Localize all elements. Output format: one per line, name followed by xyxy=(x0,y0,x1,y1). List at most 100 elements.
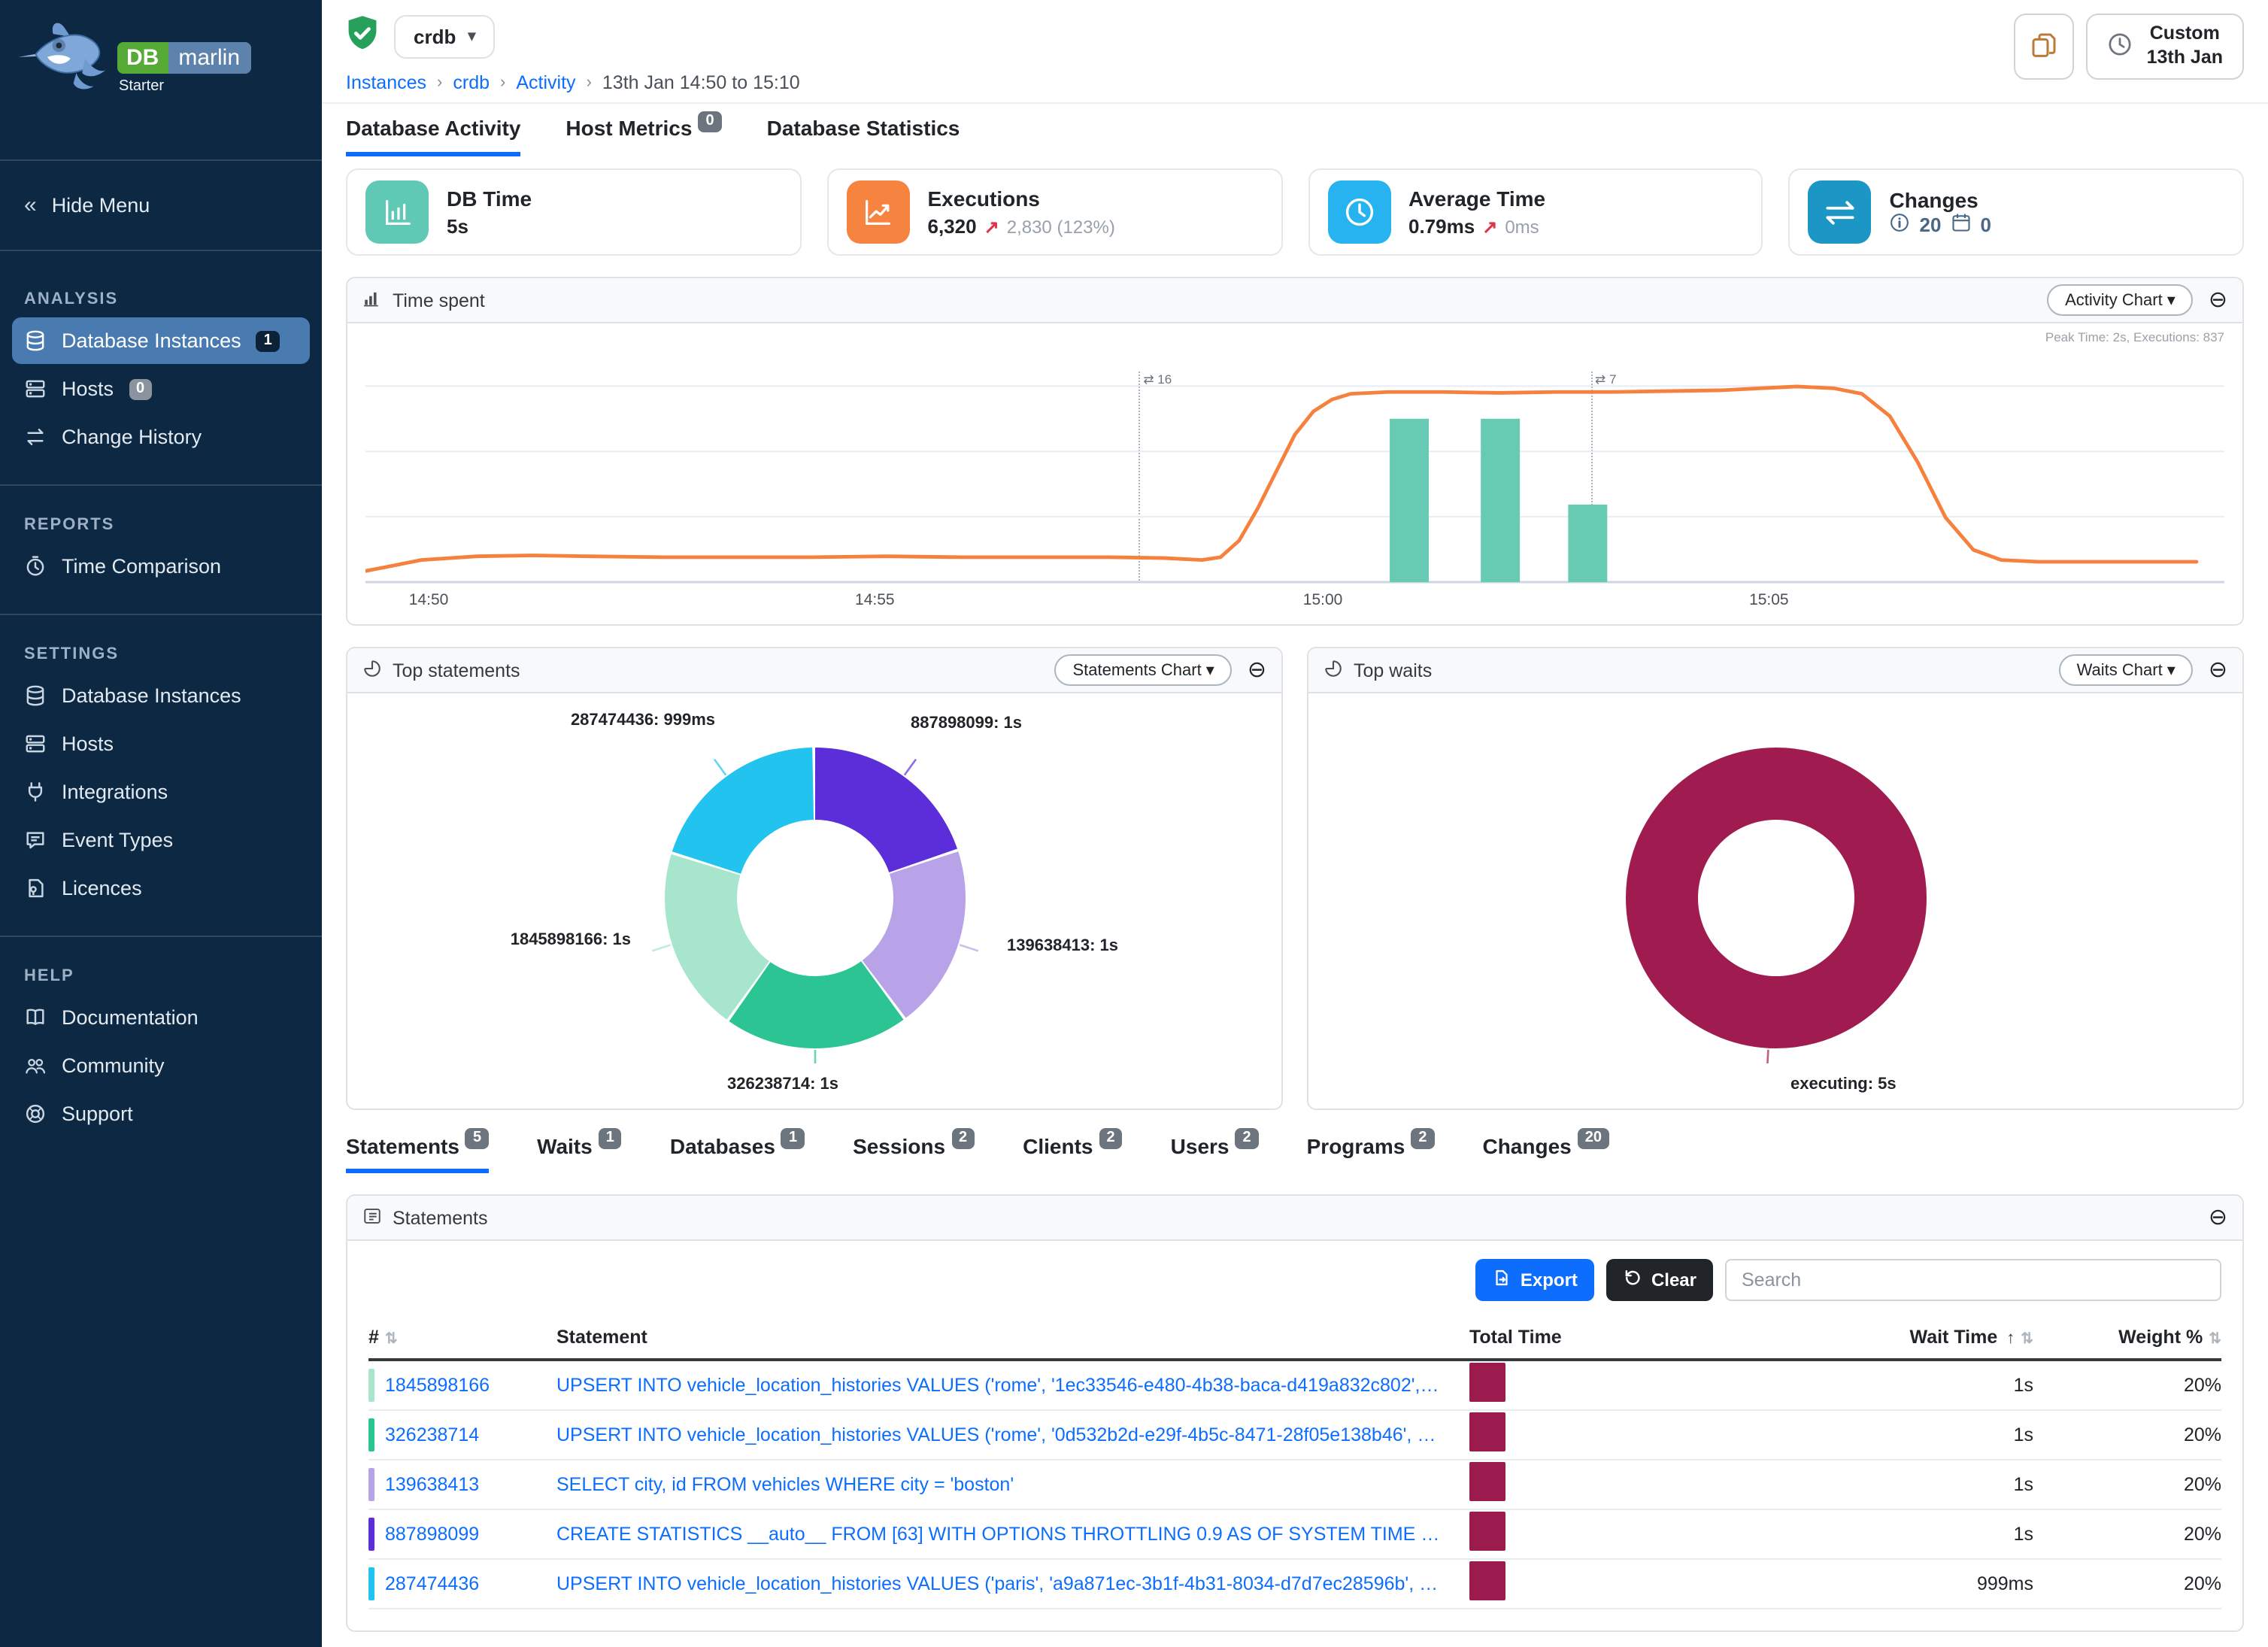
sidebar-item-label: Database Instances xyxy=(62,684,241,707)
time-spent-panel: Time spent Activity Chart ▾ ⊖ Peak Time:… xyxy=(346,277,2244,626)
change-marker-line[interactable]: ⇄ 7 xyxy=(1590,372,1616,581)
col-total-time[interactable]: Total Time xyxy=(1469,1327,1562,1348)
logo[interactable]: DB marlin Starter xyxy=(0,0,322,150)
sidebar-nav: ANALYSIS Database Instances 1 Hosts 0 Change … xyxy=(0,260,322,1139)
sidebar: DB marlin Starter « Hide Menu ANALYSIS Da… xyxy=(0,0,322,1647)
breadcrumb-activity[interactable]: Activity xyxy=(516,72,576,93)
wait-time-value: 1s xyxy=(2013,1474,2033,1495)
statement-row: 139638413 SELECT city, id FROM vehicles W… xyxy=(368,1460,2221,1510)
tab-label: Waits xyxy=(537,1134,593,1158)
export-button[interactable]: Export xyxy=(1475,1259,1594,1301)
statement-row: 287474436 UPSERT INTO vehicle_location_hi… xyxy=(368,1560,2221,1609)
statement-id-link[interactable]: 1845898166 xyxy=(385,1375,490,1396)
detail-tab-statements[interactable]: Statements 5 xyxy=(346,1128,490,1173)
col-wait-time[interactable]: Wait Time ↑ ⇅ xyxy=(1909,1327,2033,1348)
donut-chart[interactable] xyxy=(649,733,980,1063)
tab-database-statistics[interactable]: Database Statistics xyxy=(767,116,960,156)
sidebar-item-label: Change History xyxy=(62,426,202,448)
topbar: crdb ▾ Instances › crdb › Activity › 13th Jan … xyxy=(322,0,2268,104)
detail-tab-users[interactable]: Users 2 xyxy=(1171,1128,1259,1173)
top-waits-donut: executing: 5s xyxy=(1308,693,2242,1109)
detail-tab-changes[interactable]: Changes 20 xyxy=(1482,1128,1609,1173)
count-badge: 1 xyxy=(256,330,280,351)
donut-chart[interactable] xyxy=(1610,733,1941,1063)
wait-time-value: 1s xyxy=(2013,1375,2033,1396)
card-db-time: DB Time 5s xyxy=(346,168,802,256)
detail-tab-clients[interactable]: Clients 2 xyxy=(1023,1128,1123,1173)
col-statement[interactable]: Statement xyxy=(556,1327,647,1348)
count-badge: 2 xyxy=(1411,1128,1435,1149)
tab-database-activity[interactable]: Database Activity xyxy=(346,116,521,156)
sidebar-item-event-types[interactable]: Event Types xyxy=(12,817,310,863)
time-range-button[interactable]: Custom 13th Jan xyxy=(2086,14,2244,80)
clear-button[interactable]: Clear xyxy=(1605,1259,1713,1301)
statement-sql-link[interactable]: SELECT city, id FROM vehicles WHERE city… xyxy=(556,1474,1014,1495)
statement-sql-link[interactable]: UPSERT INTO vehicle_location_histories V… xyxy=(556,1424,1469,1445)
list-icon xyxy=(362,1206,382,1230)
sidebar-item-integrations[interactable]: Integrations xyxy=(12,769,310,815)
statement-row: 887898099 CREATE STATISTICS __auto__ FROM… xyxy=(368,1510,2221,1560)
statement-sql-link[interactable]: CREATE STATISTICS __auto__ FROM [63] WIT… xyxy=(556,1524,1465,1545)
tab-label: Database Statistics xyxy=(766,116,960,140)
collapse-panel-icon[interactable]: ⊖ xyxy=(2208,1205,2227,1230)
tab-label: Databases xyxy=(669,1134,775,1158)
waits-chart-dropdown[interactable]: Waits Chart ▾ xyxy=(2058,654,2194,686)
sidebar-item-community[interactable]: Community xyxy=(12,1042,310,1089)
count-badge: 5 xyxy=(465,1128,490,1149)
sidebar-item-time-comparison[interactable]: Time Comparison xyxy=(12,543,310,590)
sidebar-item-label: Integrations xyxy=(62,781,168,803)
statement-id-link[interactable]: 287474436 xyxy=(385,1573,480,1594)
statements-table: # ⇅ Statement Total Time Wait Time ↑ ⇅ Weight %… xyxy=(347,1316,2242,1630)
instance-selector[interactable]: crdb ▾ xyxy=(394,15,496,59)
change-marker-line[interactable]: ⇄ 16 xyxy=(1139,372,1172,581)
sidebar-item-database-instances[interactable]: Database Instances 1 xyxy=(12,317,310,364)
hide-menu-button[interactable]: « Hide Menu xyxy=(12,182,310,229)
sidebar-item-hosts[interactable]: Hosts xyxy=(12,720,310,767)
card-value: 6,320 xyxy=(927,215,977,238)
breadcrumb-separator: › xyxy=(437,74,443,92)
detail-tab-sessions[interactable]: Sessions 2 xyxy=(853,1128,975,1173)
detail-tab-waits[interactable]: Waits 1 xyxy=(537,1128,622,1173)
detail-tab-programs[interactable]: Programs 2 xyxy=(1307,1128,1435,1173)
x-tick-label: 15:00 xyxy=(1302,591,1343,609)
main-content: crdb ▾ Instances › crdb › Activity › 13th Jan … xyxy=(322,0,2268,1647)
wait-time-value: 1s xyxy=(2013,1524,2033,1545)
collapse-panel-icon[interactable]: ⊖ xyxy=(1247,657,1266,683)
peak-note: Peak Time: 2s, Executions: 837 xyxy=(2045,329,2224,344)
x-tick-label: 14:55 xyxy=(855,591,895,609)
col-id[interactable]: # ⇅ xyxy=(368,1327,398,1348)
breadcrumb-crdb[interactable]: crdb xyxy=(453,72,490,93)
section-title-analysis: ANALYSIS xyxy=(24,290,119,308)
card-executions: Executions 6,320 ↗ 2,830 (123%) xyxy=(826,168,1282,256)
statement-sql-link[interactable]: UPSERT INTO vehicle_location_histories V… xyxy=(556,1573,1469,1594)
statements-panel: Statements ⊖ Export Clear xyxy=(346,1194,2244,1632)
col-weight[interactable]: Weight % ⇅ xyxy=(2118,1327,2221,1348)
donut-segment-label: executing: 5s xyxy=(1790,1075,1897,1093)
sidebar-item-hosts[interactable]: Hosts 0 xyxy=(12,365,310,412)
search-input[interactable] xyxy=(1725,1259,2221,1301)
detail-tab-databases[interactable]: Databases 1 xyxy=(669,1128,805,1173)
collapse-panel-icon[interactable]: ⊖ xyxy=(2208,287,2227,313)
divider xyxy=(0,250,322,251)
detail-tabs: Statements 5 Waits 1 Databases 1 Sessions 2 Clie… xyxy=(322,1110,2268,1173)
sidebar-item-label: Hosts xyxy=(62,733,114,755)
breadcrumb-instances[interactable]: Instances xyxy=(346,72,427,93)
statement-id-link[interactable]: 887898099 xyxy=(385,1524,480,1545)
statement-id-link[interactable]: 139638413 xyxy=(385,1474,480,1495)
tab-host-metrics[interactable]: Host Metrics 0 xyxy=(565,111,722,156)
statement-id-link[interactable]: 326238714 xyxy=(385,1424,480,1445)
brand-db: DB xyxy=(117,42,168,74)
sidebar-item-database-instances[interactable]: Database Instances xyxy=(12,672,310,719)
copy-button[interactable] xyxy=(2014,14,2075,80)
sidebar-item-licences[interactable]: Licences xyxy=(12,865,310,911)
sidebar-item-support[interactable]: Support xyxy=(12,1090,310,1137)
plug-icon xyxy=(24,781,47,803)
statements-chart-dropdown[interactable]: Statements Chart ▾ xyxy=(1054,654,1233,686)
statement-sql-link[interactable]: UPSERT INTO vehicle_location_histories V… xyxy=(556,1375,1469,1396)
collapse-panel-icon[interactable]: ⊖ xyxy=(2208,657,2227,683)
breadcrumb-separator: › xyxy=(500,74,506,92)
sidebar-item-documentation[interactable]: Documentation xyxy=(12,994,310,1041)
weight-value: 20% xyxy=(2183,1474,2221,1495)
activity-chart-dropdown[interactable]: Activity Chart ▾ xyxy=(2047,284,2194,316)
sidebar-item-change-history[interactable]: Change History xyxy=(12,414,310,460)
